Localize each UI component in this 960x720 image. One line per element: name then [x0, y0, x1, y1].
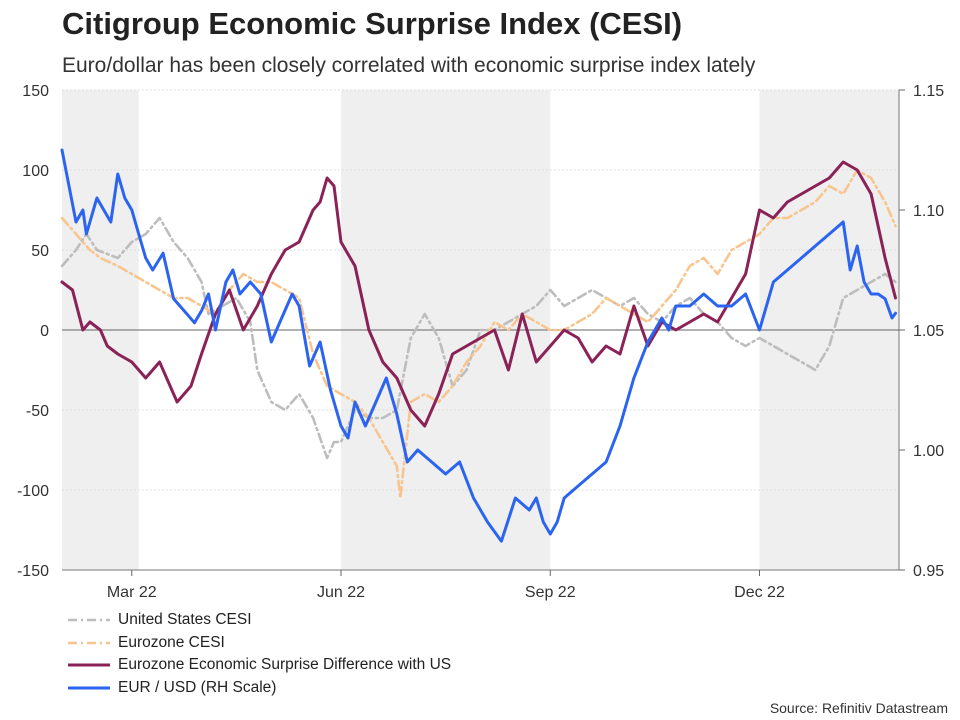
- legend-item-eurozone_cesi: Eurozone CESI: [68, 632, 451, 655]
- legend-swatch: [68, 641, 110, 645]
- legend-swatch: [68, 686, 110, 690]
- x-tick-label: Jun 22: [317, 584, 365, 601]
- series-line-difference: [60, 160, 897, 428]
- y-left-tick-label: -100: [17, 483, 49, 500]
- chart-title: Citigroup Economic Surprise Index (CESI): [62, 6, 683, 41]
- source-note: Source: Refinitiv Datastream: [769, 700, 948, 716]
- y-left-tick-label: -50: [26, 403, 49, 420]
- x-tick-label: Dec 22: [734, 584, 785, 601]
- legend-swatch: [68, 663, 110, 667]
- legend-item-us_cesi: United States CESI: [68, 609, 451, 632]
- y-right-tick-label: 1.10: [913, 203, 944, 220]
- legend-swatch: [68, 618, 110, 622]
- legend-label: Eurozone Economic Surprise Difference wi…: [118, 656, 452, 674]
- x-tick-label: Mar 22: [107, 584, 157, 601]
- series-line-us_cesi: [60, 216, 897, 460]
- y-right-tick-label: 0.95: [913, 563, 944, 580]
- chart-subtitle: Euro/dollar has been closely correlated …: [62, 54, 756, 77]
- x-tick-label: Sep 22: [525, 584, 576, 601]
- y-right-tick-label: 1.00: [913, 443, 944, 460]
- y-left-tick-label: 50: [31, 243, 49, 260]
- y-left-tick-label: 0: [40, 323, 49, 340]
- y-right-tick-label: 1.05: [913, 323, 944, 340]
- legend-item-difference: Eurozone Economic Surprise Difference wi…: [68, 654, 451, 677]
- y-left-tick-label: 100: [22, 163, 49, 180]
- legend-label: United States CESI: [118, 611, 252, 629]
- legend-label: Eurozone CESI: [118, 633, 225, 651]
- legend: United States CESI Eurozone CESI Eurozone …: [68, 609, 451, 699]
- y-right-tick-label: 1.15: [913, 83, 944, 100]
- legend-label: EUR / USD (RH Scale): [118, 678, 277, 696]
- legend-item-eurusd: EUR / USD (RH Scale): [68, 677, 451, 700]
- y-left-tick-label: 150: [22, 83, 49, 100]
- axes: 150 100 50 0 -50 -100 -150 1.15 1.10 1.05 1.00 0.95…: [17, 83, 944, 601]
- y-left-tick-label: -150: [17, 563, 49, 580]
- series-lines: [60, 148, 897, 543]
- series-line-eurusd: [60, 148, 897, 543]
